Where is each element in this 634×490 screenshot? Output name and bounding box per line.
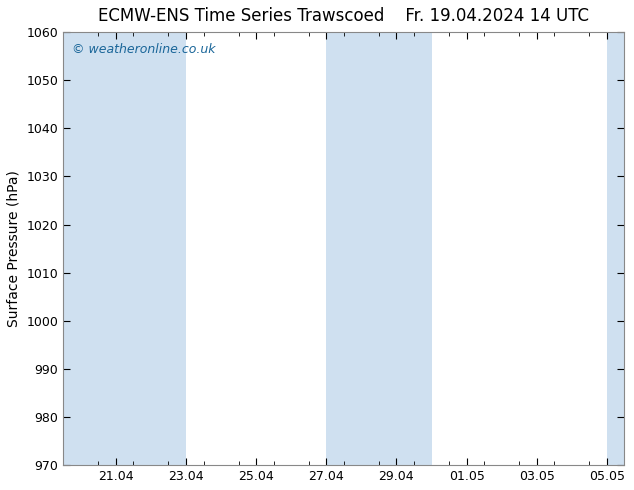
Title: ECMW-ENS Time Series Trawscoed    Fr. 19.04.2024 14 UTC: ECMW-ENS Time Series Trawscoed Fr. 19.04… bbox=[98, 7, 590, 25]
Text: © weatheronline.co.uk: © weatheronline.co.uk bbox=[72, 43, 215, 56]
Y-axis label: Surface Pressure (hPa): Surface Pressure (hPa) bbox=[7, 170, 21, 327]
Bar bbox=[396, 32, 432, 465]
Bar bbox=[116, 32, 186, 465]
Bar bbox=[327, 32, 396, 465]
Bar bbox=[63, 32, 116, 465]
Bar bbox=[607, 32, 624, 465]
